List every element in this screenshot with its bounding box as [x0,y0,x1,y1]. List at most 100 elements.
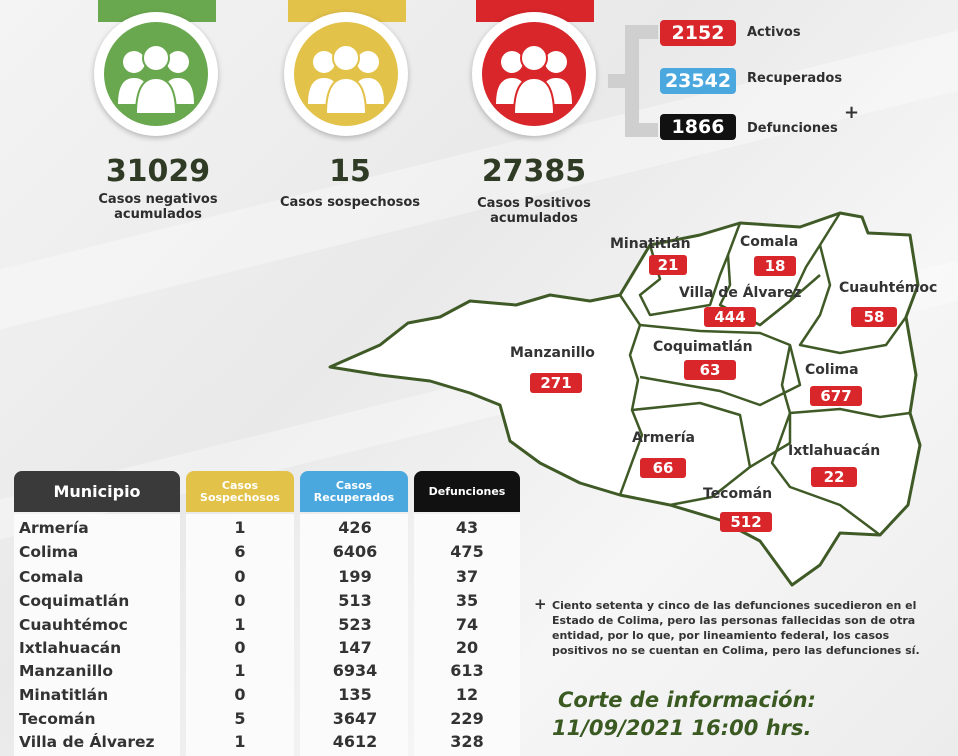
negativos-caption-line2: acumulados [114,207,202,222]
header-defunciones: Defunciones [414,471,520,512]
map-badge-ixtlahuacan: 22 [811,467,857,487]
table-row: Comala 0 199 37 [14,566,520,588]
cell-municipio: Manzanillo [19,662,114,680]
map-badge-tecoman: 512 [720,512,772,532]
cell-sospechosos: 0 [234,567,246,586]
map-badge-comala: 18 [754,256,796,276]
cell-sospechosos: 1 [234,732,246,751]
cell-sospechosos: 1 [234,661,246,680]
cell-sospechosos: 0 [234,685,246,704]
header-sospechosos: Casos Sospechosos [186,471,294,512]
cell-defunciones: 37 [455,567,479,586]
sospechosos-circle [284,12,408,136]
table-row: Villa de Álvarez 1 4612 328 [14,731,520,753]
table-row: Manzanillo 1 6934 613 [14,660,520,682]
header-municipio: Municipio [14,471,180,512]
negativos-circle [94,12,218,136]
group-icon [104,22,208,126]
cell-defunciones: 229 [450,709,484,728]
cell-recuperados: 135 [338,685,372,704]
map-badge-coquimatlan: 63 [684,360,736,380]
cell-recuperados: 426 [338,518,372,537]
cell-recuperados: 199 [338,567,372,586]
positivos-circle [472,12,596,136]
header-sospechosos-line2: Sospechosos [200,490,280,504]
state-outline [328,211,922,587]
header-recuperados-line1: Casos [335,478,373,492]
cell-defunciones: 20 [455,638,479,657]
table-row: Coquimatlán 0 513 35 [14,590,520,612]
cell-recuperados: 147 [338,638,372,657]
plus-mark: + [844,102,860,123]
table-row: Armería 1 426 43 [14,517,520,539]
footnote-body: Ciento setenta y cinco de las defuncione… [552,599,920,657]
map-label-manzanillo: Manzanillo [510,345,595,361]
col-bg-sospechosos [186,514,294,756]
cell-sospechosos: 0 [234,591,246,610]
positivos-caption-line1: Casos Positivos [477,196,591,211]
map-label-villa-de-alvarez: Villa de Álvarez [679,285,802,301]
footnote-text: Ciento setenta y cinco de las defuncione… [540,598,940,658]
table-row: Cuauhtémoc 1 523 74 [14,614,520,636]
map-label-armeria: Armería [632,430,695,446]
cell-municipio: Cuauhtémoc [19,616,128,634]
recuperados-label: Recuperados [747,71,843,86]
cell-recuperados: 6406 [332,542,378,561]
cell-recuperados: 4612 [332,732,378,751]
cell-sospechosos: 5 [234,709,246,728]
cell-municipio: Colima [19,543,79,561]
defunciones-badge: 1866 [660,114,736,140]
table-row: Minatitlán 0 135 12 [14,684,520,706]
bracket-connector [608,25,658,137]
col-bg-recuperados [300,514,408,756]
cell-defunciones: 328 [450,732,484,751]
cell-defunciones: 74 [455,615,479,634]
header-sospechosos-line1: Casos [221,478,259,492]
cell-municipio: Comala [19,568,84,586]
map-label-ixtlahuacan: Ixtlahuacán [788,443,881,459]
col-bg-municipio [14,514,180,756]
map-badge-villa-de-alvarez: 444 [704,307,756,327]
group-icon [294,22,398,126]
map-badge-cuauhtemoc: 58 [851,307,897,327]
cell-defunciones: 43 [455,518,479,537]
cell-municipio: Minatitlán [19,686,109,704]
border-tecoman [749,413,792,469]
map-label-minatitlan: Minatitlán [610,236,691,252]
map-label-colima: Colima [805,362,859,378]
border-ixtlahuacan [770,412,881,536]
cell-defunciones: 12 [455,685,479,704]
positivos-caption: Casos Positivos acumulados [434,196,634,226]
map-badge-colima: 677 [810,386,862,406]
cell-sospechosos: 1 [234,615,246,634]
corte-title: Corte de información: [558,688,816,712]
positivos-tab [476,0,594,22]
map-label-comala: Comala [740,234,799,250]
cell-recuperados: 523 [338,615,372,634]
cell-municipio: Ixtlahuacán [19,639,122,657]
col-bg-defunciones [414,514,520,756]
cell-sospechosos: 1 [234,518,246,537]
positivos-value: 27385 [481,154,587,189]
table-row: Ixtlahuacán 0 147 20 [14,637,520,659]
cell-defunciones: 35 [455,591,479,610]
activos-badge: 2152 [660,20,736,46]
activos-label: Activos [747,25,801,40]
group-icon [482,22,586,126]
header-recuperados-line2: Recuperados [313,490,395,504]
cell-municipio: Armería [19,519,89,537]
negativos-caption: Casos negativos acumulados [58,192,258,222]
cell-municipio: Villa de Álvarez [19,733,155,751]
border-coquimatlan [639,323,802,407]
table-row: Tecomán 5 3647 229 [14,708,520,730]
recuperados-badge: 23542 [660,68,736,94]
sospechosos-tab [288,0,406,22]
cell-recuperados: 513 [338,591,372,610]
sospechosos-caption: Casos sospechosos [279,195,421,210]
negativos-tab [98,0,216,22]
negativos-value: 31029 [105,154,211,189]
sospechosos-value: 15 [329,154,371,189]
border-minatitlan [638,222,742,317]
map-badge-manzanillo: 271 [530,373,582,393]
header-recuperados: Casos Recuperados [300,471,408,512]
